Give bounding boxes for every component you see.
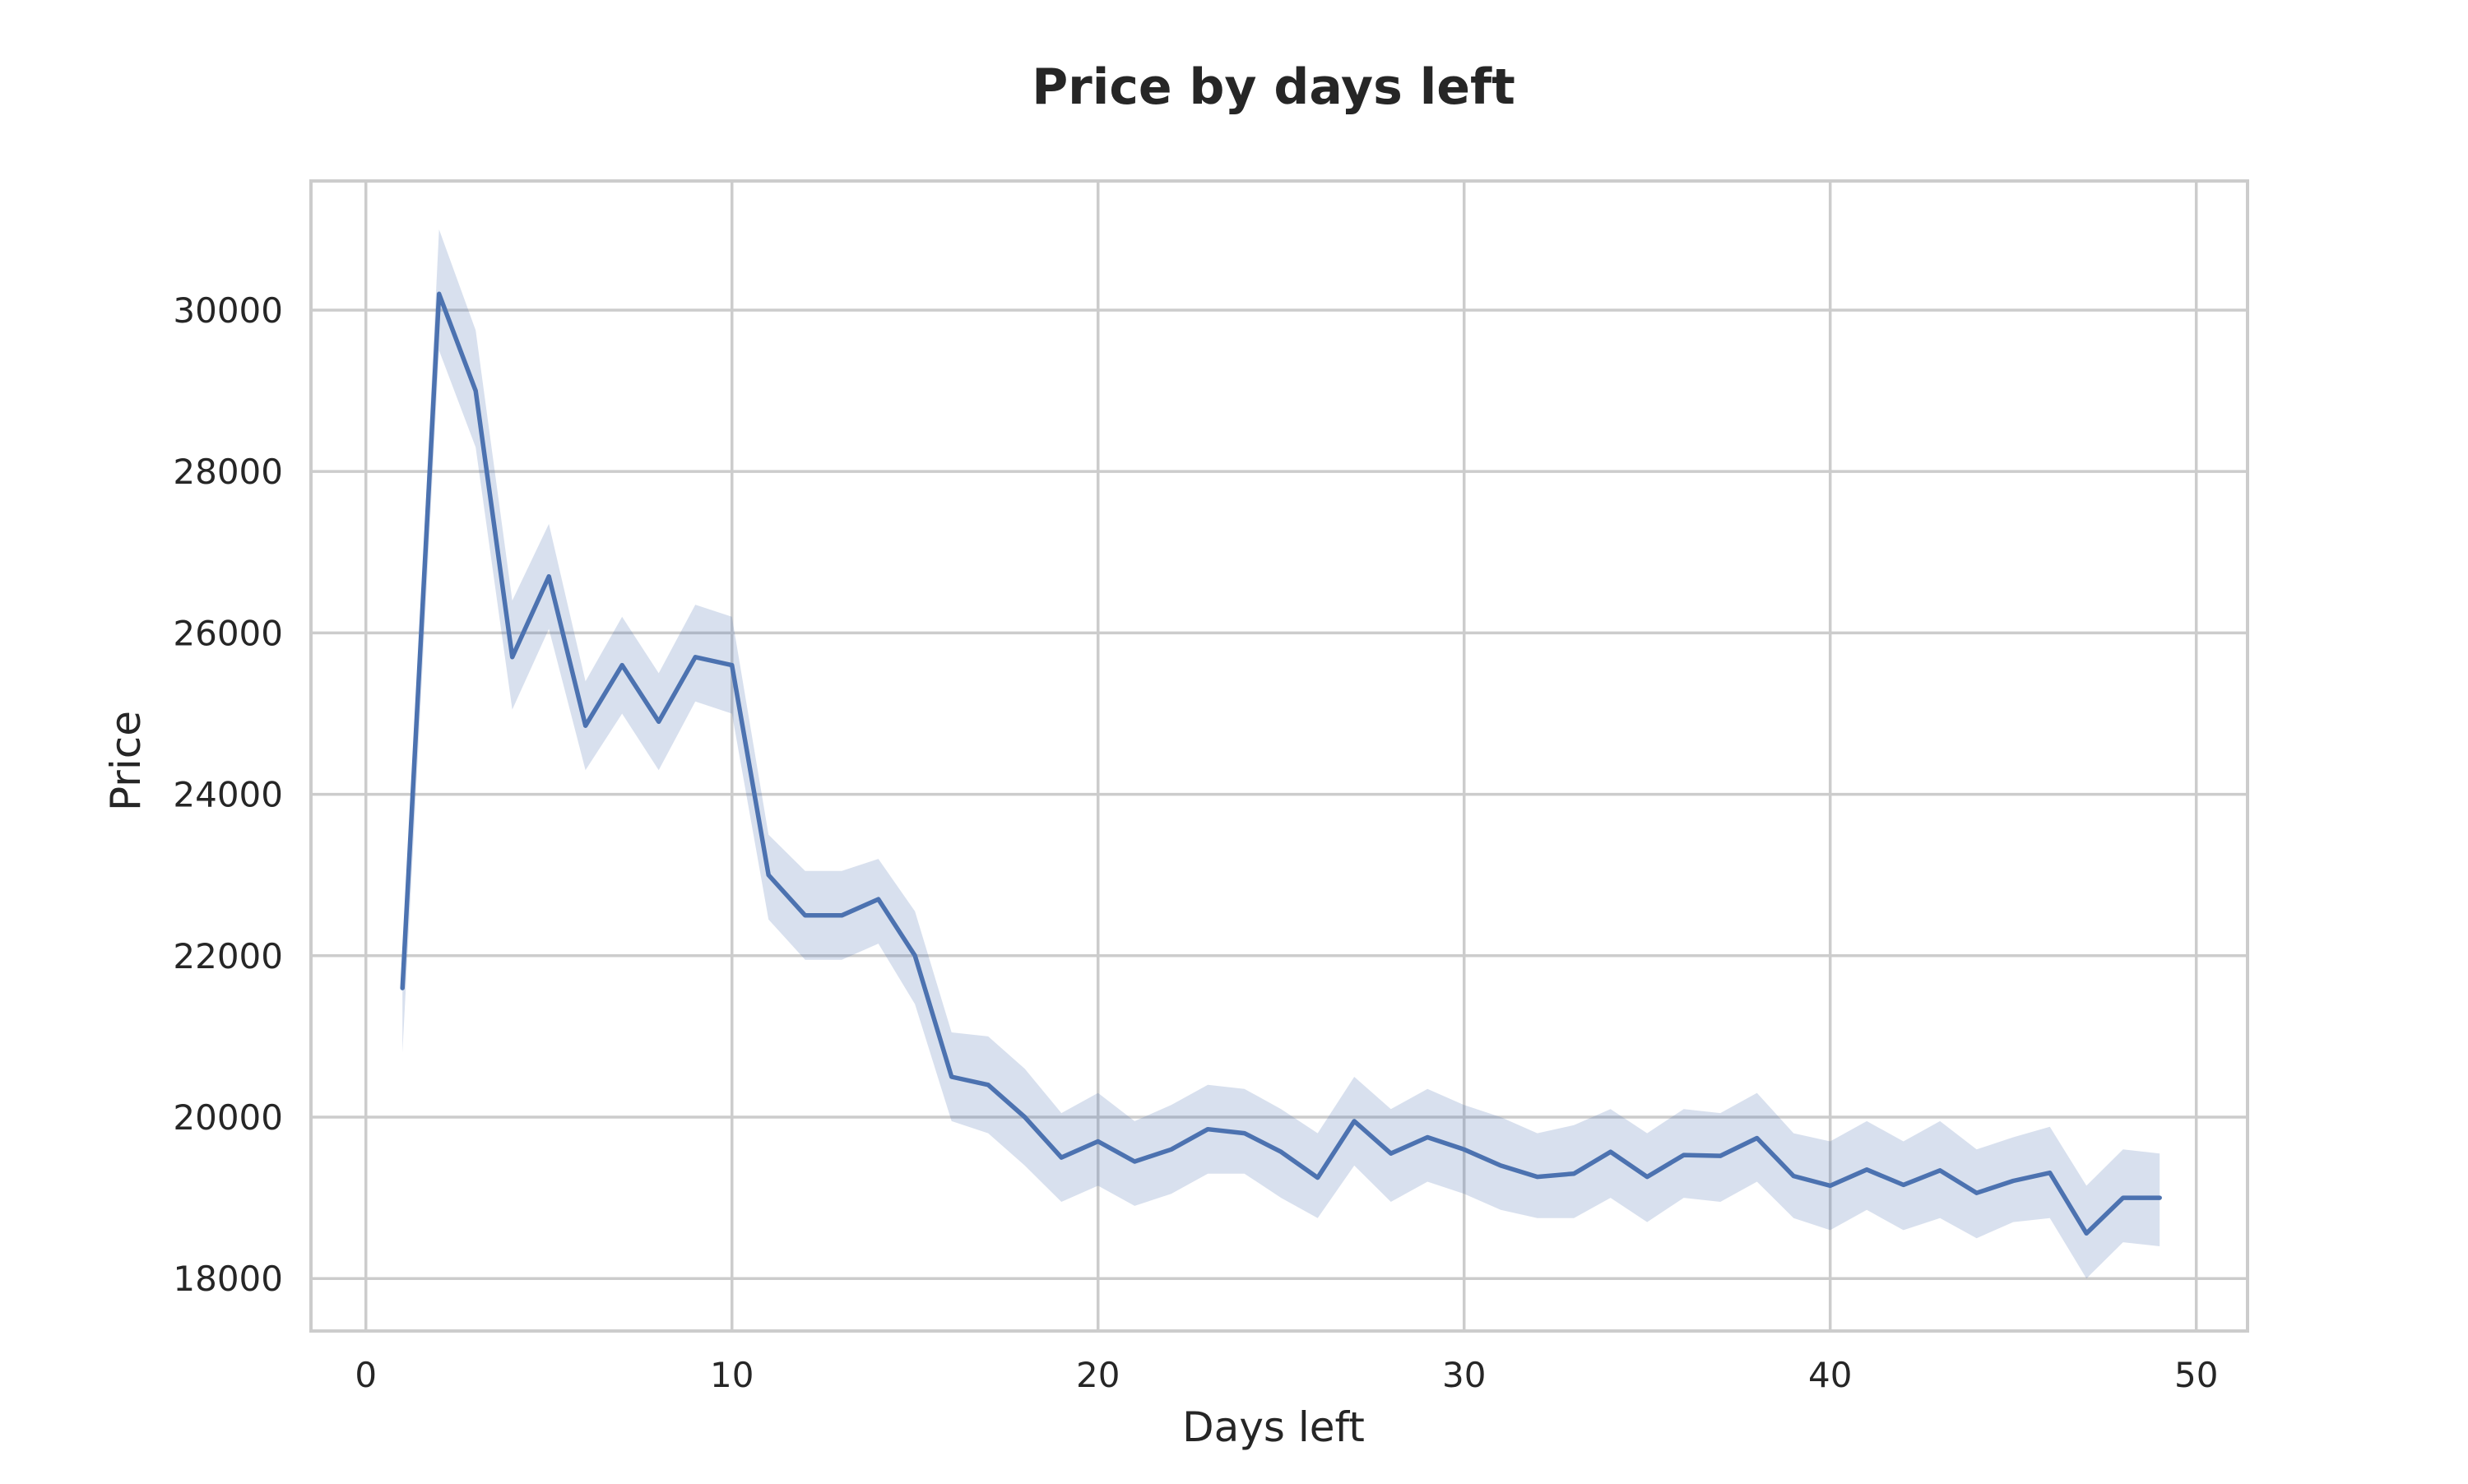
grid	[311, 181, 2248, 1331]
confidence-band-area	[402, 229, 2160, 1279]
x-axis-ticks: 0 10 20 30 40 50	[355, 1355, 2218, 1395]
y-tick-label: 18000	[173, 1259, 283, 1299]
y-tick-label: 22000	[173, 936, 283, 976]
y-tick-label: 20000	[173, 1097, 283, 1138]
x-axis-label: Days left	[1182, 1403, 1365, 1451]
series-line	[400, 291, 2162, 1236]
chart-title: Price by days left	[1032, 58, 1515, 116]
x-tick-label: 0	[355, 1355, 377, 1395]
y-tick-label: 28000	[173, 452, 283, 492]
y-tick-label: 30000	[173, 290, 283, 331]
price-line	[400, 291, 2162, 1236]
y-tick-label: 26000	[173, 613, 283, 653]
y-axis-ticks: 18000 20000 22000 24000 26000 28000 30000	[173, 290, 283, 1299]
plot-frame	[309, 179, 2249, 1333]
x-tick-label: 10	[710, 1355, 754, 1395]
x-tick-label: 50	[2174, 1355, 2218, 1395]
x-tick-label: 40	[1808, 1355, 1852, 1395]
confidence-band	[402, 229, 2160, 1279]
y-axis-label: Price	[102, 711, 150, 811]
y-tick-label: 24000	[173, 775, 283, 815]
x-tick-label: 30	[1442, 1355, 1486, 1395]
x-tick-label: 20	[1076, 1355, 1120, 1395]
